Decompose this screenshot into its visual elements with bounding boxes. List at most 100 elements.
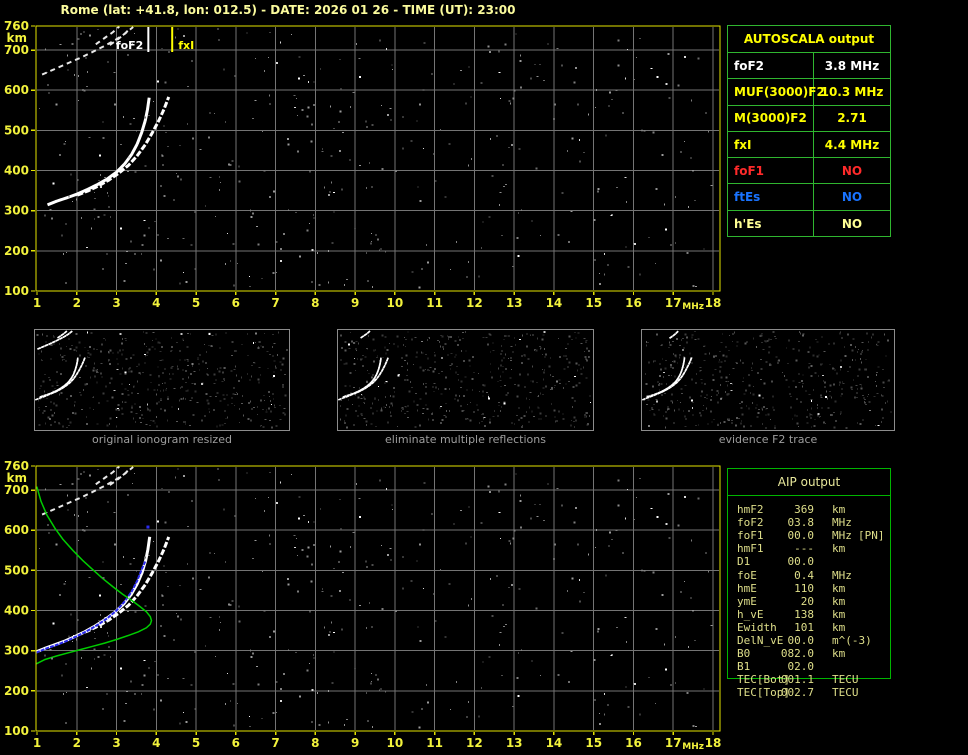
plot-border [35, 465, 721, 732]
second-hop-trace-a [95, 465, 120, 486]
page-title: Rome (lat: +41.8, lon: 012.5) - DATE: 20… [60, 3, 516, 17]
parameter-unit: km [832, 581, 846, 595]
parameter-unit: km [832, 620, 846, 634]
svg-text:700: 700 [4, 483, 29, 497]
parameter-unit: m^(-3) [832, 634, 872, 647]
svg-text:7: 7 [271, 296, 279, 310]
parameter-value: 001.1 [780, 673, 814, 687]
parameter-unit: km [832, 647, 846, 661]
aip-table-title: AIP output [777, 475, 841, 489]
svg-text:7: 7 [271, 736, 279, 750]
svg-text:17: 17 [665, 736, 682, 750]
svg-text:300: 300 [4, 204, 29, 218]
autoscaled-f2-trace [35, 561, 147, 654]
autoscala-row-m-3000-f2: M(3000)F2 2.71 [728, 105, 890, 132]
parameter-label: Ewidth [737, 620, 777, 634]
parameter-value: 082.0 [780, 647, 814, 661]
parameter-unit: MHz [832, 516, 852, 530]
svg-text:100: 100 [4, 724, 29, 738]
aip-output-table: AIP output hmF2 369 km foF2 03.8 MHz foF1 00.0 M… [727, 468, 892, 699]
autoscala-row-fof2: foF2 3.8 MHz [728, 53, 890, 80]
thumbnail-evidence-f2-trace [641, 329, 895, 431]
svg-text:1: 1 [33, 736, 41, 750]
autoscala-table-title: AUTOSCALA output [728, 26, 890, 53]
parameter-unit: km [832, 607, 846, 621]
parameter-label: foF1 [737, 529, 764, 543]
parameter-label: h_vE [737, 607, 764, 621]
svg-text:1: 1 [33, 296, 41, 310]
aip-table-separator [728, 495, 890, 496]
svg-text:2: 2 [73, 296, 81, 310]
autoscala-output-table: AUTOSCALA output foF2 3.8 MHz MUF(3000)F2 1… [727, 25, 891, 238]
svg-text:18: 18 [705, 736, 722, 750]
f2-ordinary-trace [39, 356, 79, 398]
parameter-label: foE [737, 568, 757, 582]
svg-text:400: 400 [4, 604, 29, 618]
f2-extraordinary-trace [353, 356, 390, 395]
multiple-reflection-trace [41, 466, 134, 516]
svg-text:760: 760 [4, 459, 29, 473]
parameter-label: foF2 [737, 516, 764, 530]
svg-text:18: 18 [705, 296, 722, 310]
svg-text:5: 5 [192, 296, 200, 310]
svg-text:760: 760 [4, 19, 29, 33]
svg-text:14: 14 [546, 296, 563, 310]
svg-text:15: 15 [585, 736, 602, 750]
f2-ordinary-trace [46, 96, 151, 207]
svg-text:500: 500 [4, 123, 29, 137]
svg-text:10: 10 [387, 296, 404, 310]
svg-text:12: 12 [466, 736, 483, 750]
thumbnail-eliminate-reflections [337, 329, 594, 431]
parameter-label: M(3000)F2 [728, 105, 814, 131]
parameter-extra: [PN] [858, 529, 885, 543]
parameter-unit: MHz [832, 529, 852, 543]
parameter-value: 101 [794, 620, 814, 634]
svg-text:700: 700 [4, 43, 29, 57]
aip-row-foe: foE 0.4 MHz [728, 569, 892, 582]
svg-text:16: 16 [625, 296, 642, 310]
grid [37, 467, 719, 730]
svg-text:300: 300 [4, 644, 29, 658]
parameter-value: NO [841, 163, 863, 178]
autoscala-row-muf-3000-f2: MUF(3000)F2 10.3 MHz [728, 79, 890, 106]
aip-row-hme: hmE 110 km [728, 582, 892, 595]
thumbnail-evidence-f2-trace-image [642, 330, 892, 429]
electron-density-profile [35, 486, 153, 665]
thumbnail-eliminate-reflections-image [338, 330, 591, 429]
svg-text:600: 600 [4, 523, 29, 537]
f2-ordinary-trace [642, 356, 686, 401]
x-axis-unit-label: MHz [682, 742, 704, 752]
parameter-label: ymE [737, 594, 757, 608]
noise-speckle [38, 28, 713, 289]
parameter-value: 110 [794, 581, 814, 595]
parameter-value: 20 [800, 594, 814, 608]
multiple-reflection-trace [37, 330, 73, 350]
thumbnail-original-ionogram-image [35, 330, 288, 429]
parameter-label: hmF2 [737, 503, 764, 516]
noise-speckle [340, 331, 591, 429]
parameter-value: 00.0 [787, 529, 815, 543]
svg-text:8: 8 [311, 736, 319, 750]
svg-text:8: 8 [311, 296, 319, 310]
parameter-unit: MHz [832, 568, 852, 582]
svg-text:200: 200 [4, 684, 29, 698]
thumbnail-caption: eliminate multiple reflections [385, 433, 546, 446]
svg-text:17: 17 [665, 296, 682, 310]
parameter-value: 3.8 MHz [824, 58, 880, 73]
aip-row-fof2: foF2 03.8 MHz [728, 516, 892, 529]
svg-text:4: 4 [152, 296, 160, 310]
parameter-value: 002.7 [780, 686, 814, 700]
svg-text:10: 10 [387, 736, 404, 750]
thumbnail-caption: original ionogram resized [92, 433, 232, 446]
plot-border [35, 25, 721, 292]
parameter-unit: km [832, 503, 846, 516]
svg-text:14: 14 [546, 736, 563, 750]
parameter-value: NO [841, 216, 863, 231]
parameter-value: 02.0 [787, 660, 815, 674]
aip-row-hmf1: hmF1 --- km [728, 542, 892, 555]
aip-row-yme: ymE 20 km [728, 595, 892, 608]
parameter-label: hmE [737, 581, 757, 595]
aip-row-h-ve: h_vE 138 km [728, 608, 892, 621]
